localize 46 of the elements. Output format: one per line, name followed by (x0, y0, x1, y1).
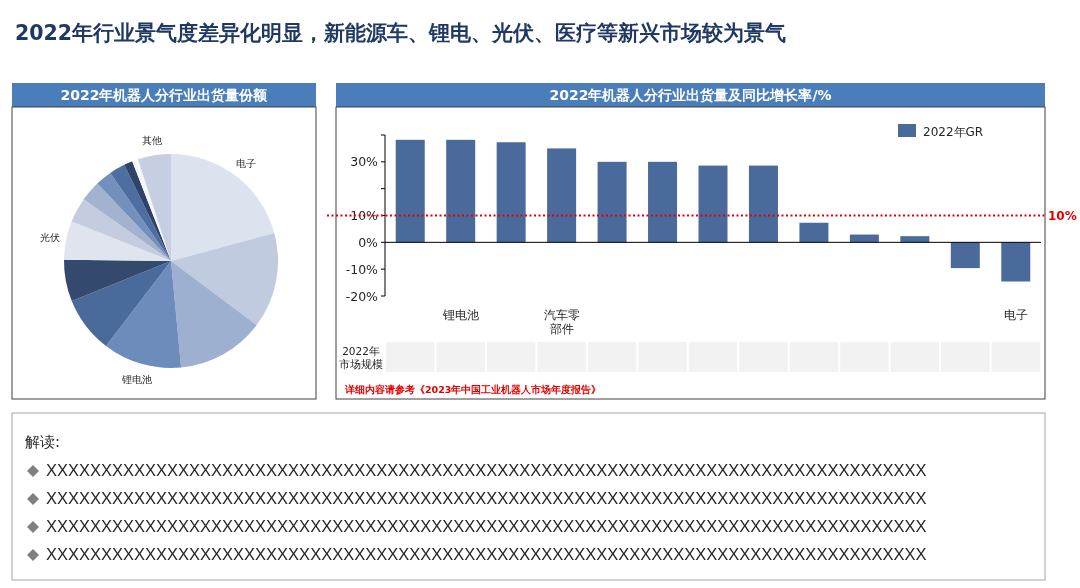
y-tick-label: -10% (345, 261, 379, 277)
text: XXXXXXXXXXXXXXXXXXXXXXXXXXXXXXXXXXXXXXXXXXXXXXXXXXXXXXXXXXXXXXXXXXXXXXXXXXXXXXXX (46, 461, 927, 479)
bar (395, 139, 425, 243)
x-tick-label: 汽车零部件 (543, 308, 580, 336)
text: 2022年行业景气度差异化明显，新能源车、锂电、光伏、医疗等新兴市场较为景气 (15, 21, 787, 45)
pie-slice (171, 261, 257, 368)
bar (748, 165, 778, 243)
text: XXXXXXXXXXXXXXXXXXXXXXXXXXXXXXXXXXXXXXXXXXXXXXXXXXXXXXXXXXXXXXXXXXXXXXXXXXXXXXXX (46, 489, 927, 507)
bar (446, 139, 476, 243)
pie-slice (64, 259, 171, 302)
ref-line-label: 10% (1048, 208, 1077, 223)
pie-slice (171, 233, 278, 325)
bar (1001, 242, 1031, 282)
bar (698, 165, 728, 243)
x-tick-label: 锂电池 (441, 308, 479, 322)
y-tick-label: 30% (350, 154, 379, 170)
bar (900, 236, 930, 243)
text: XXXXXXXXXXXXXXXXXXXXXXXXXXXXXXXXXXXXXXXXXXXXXXXXXXXXXXXXXXXXXXXXXXXXXXXXXXXXXXXX (46, 545, 927, 563)
slice-label: 锂电池 (121, 374, 153, 386)
text: 详细内容请参考《2023年中国工业机器人市场年度报告》 (344, 384, 602, 395)
text: 解读: (25, 433, 61, 451)
bar (648, 161, 678, 243)
pie-slice (71, 199, 171, 261)
bar (849, 234, 879, 243)
chart-title: 2022年机器人分行业出货量及同比增长率/% (549, 87, 832, 103)
text: XXXXXXXXXXXXXXXXXXXXXXXXXXXXXXXXXXXXXXXXXXXXXXXXXXXXXXXXXXXXXXXXXXXXXXXXXXXXXXXX (46, 517, 927, 535)
bar (547, 148, 577, 243)
x-tick-label: 电子 (1003, 308, 1028, 322)
bar (496, 142, 526, 243)
legend-label: 2022年GR (923, 124, 984, 139)
slice-label: 其他 (141, 134, 162, 146)
chart-title: 2022年机器人分行业出货量份额 (60, 87, 269, 103)
pie-slice (97, 172, 171, 261)
pie-slice (110, 164, 171, 261)
bar (799, 222, 829, 243)
y-tick-label: -20% (345, 288, 379, 304)
pie-slice (124, 161, 171, 261)
slice-label: 光伏 (40, 232, 61, 244)
bar (597, 161, 627, 243)
pie-slice (105, 261, 182, 368)
y-tick-label: 0% (358, 234, 379, 250)
bar (950, 242, 980, 269)
pie-slice (71, 261, 171, 346)
slice-label: 电子 (235, 158, 256, 170)
text: 2022年市场规模 (339, 345, 383, 370)
pie-slice (83, 183, 171, 261)
